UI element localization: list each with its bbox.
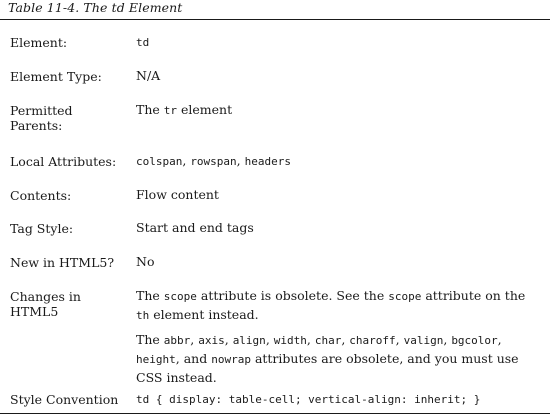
row-value: The tr element: [136, 102, 233, 117]
row-key: New in HTML5?: [10, 255, 115, 270]
code-text: td { display: table-cell; vertical-align…: [136, 393, 481, 406]
row-key: Permitted Parents:: [10, 103, 73, 133]
row-key: Element Type:: [10, 69, 102, 84]
table-caption: Table 11-4. The td Element: [8, 0, 183, 15]
row-value: No: [136, 254, 155, 269]
changes-paragraph-2: The abbr, axis, align, width, char, char…: [136, 332, 519, 385]
code-text: td: [136, 36, 150, 49]
row-key: Changes in HTML5: [10, 289, 81, 319]
row-key: Element:: [10, 35, 68, 50]
changes-paragraph-1: The scope attribute is obsolete. See the…: [136, 288, 526, 322]
row-value: Start and end tags: [136, 220, 254, 235]
element-table: Element: td Element Type: N/A Permitted …: [0, 19, 550, 414]
row-value: td: [136, 33, 541, 52]
row-value: td { display: table-cell; vertical-align…: [136, 390, 541, 409]
row-value: Flow content: [136, 187, 219, 202]
row-key: Local Attributes:: [10, 154, 117, 169]
row-value: N/A: [136, 68, 161, 83]
row-value: The scope attribute is obsolete. See the…: [136, 287, 541, 387]
row-key: Style Convention: [10, 392, 119, 407]
row-value: colspan, rowspan, headers: [136, 153, 291, 168]
row-key: Contents:: [10, 188, 72, 203]
row-key: Tag Style:: [10, 221, 74, 236]
